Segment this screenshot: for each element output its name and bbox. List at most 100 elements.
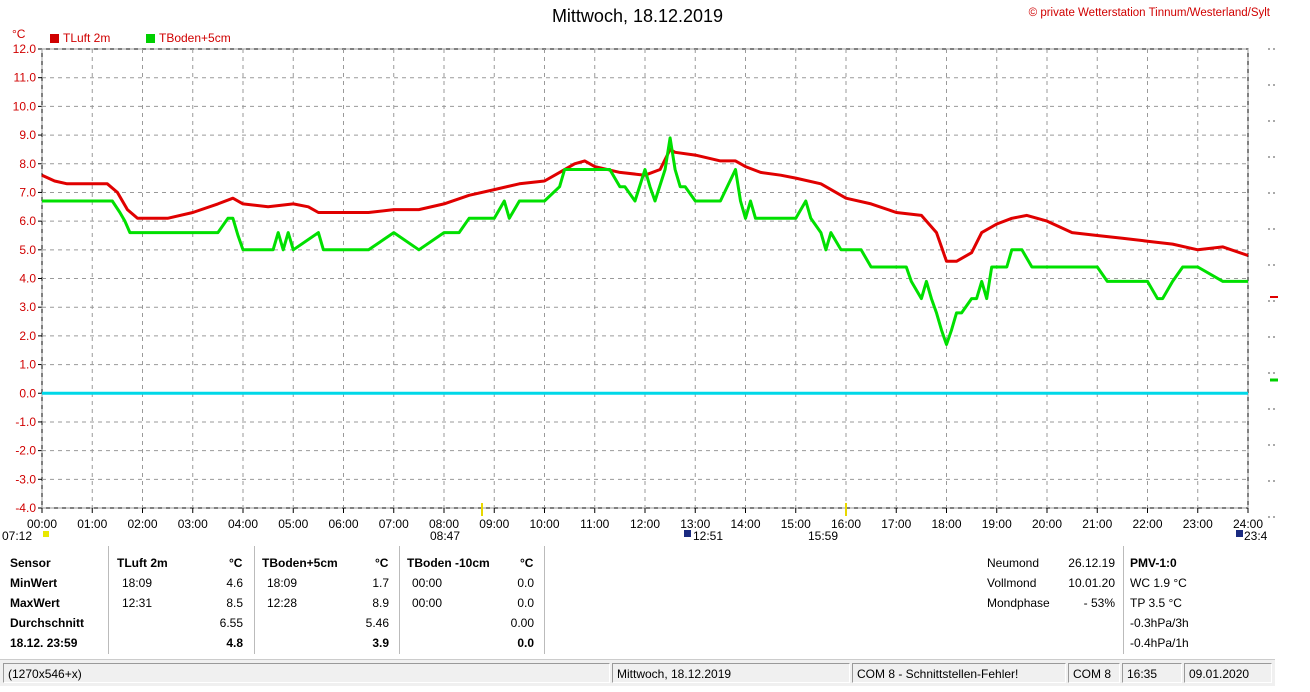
marker-label: 23:4 — [1244, 529, 1268, 543]
stats-row-label: 18.12. 23:59 — [10, 636, 78, 650]
y-tick-label: 0.0 — [19, 386, 36, 400]
marker-label: 07:12 — [2, 529, 32, 543]
moon-label: Mondphase — [987, 596, 1050, 610]
y-tick-label: -3.0 — [15, 472, 36, 486]
x-tick-label: 12:00 — [630, 517, 660, 531]
legend-item-tboden: TBoden+5cm — [146, 31, 231, 45]
stats-header-s1: TLuft 2m — [117, 556, 168, 570]
x-tick-label: 06:00 — [328, 517, 358, 531]
copyright-text: © private Wetterstation Tinnum/Westerlan… — [1028, 7, 1270, 19]
x-tick-label: 02:00 — [127, 517, 157, 531]
y-tick-label: 11.0 — [14, 71, 37, 85]
stats-cell: 18:09 — [122, 576, 153, 590]
stats-row-label: MaxWert — [10, 596, 60, 610]
pmv-line: -0.4hPa/1h — [1130, 636, 1189, 650]
y-tick-label: 12.0 — [13, 42, 37, 56]
stats-cell: 8.5 — [226, 596, 243, 610]
stats-header-unit3: °C — [520, 556, 534, 570]
y-tick-label: 7.0 — [19, 185, 36, 199]
divider — [108, 546, 109, 654]
moon-value: 26.12.19 — [1068, 556, 1115, 570]
legend-swatch-tboden — [146, 33, 155, 43]
legend-label-tboden: TBoden+5cm — [159, 31, 231, 45]
stats-cell: 4.8 — [226, 636, 243, 650]
status-bar: (1270x546+x) Mittwoch, 18.12.2019 COM 8 … — [0, 659, 1275, 686]
x-tick-label: 14:00 — [730, 517, 760, 531]
temperature-chart: -4.0 -3.0 -2.0 -1.0 0.0 1.0 2.0 3.0 4.0 5.0 6.0 7.0… — [2, 27, 1278, 543]
y-tick-label: 1.0 — [19, 358, 36, 372]
stats-cell: 8.9 — [372, 596, 389, 610]
y-tick-label: 3.0 — [19, 300, 36, 314]
legend-item-tluft: TLuft 2m — [50, 31, 110, 45]
moon-value: 10.01.20 — [1068, 576, 1115, 590]
status-time: 16:35 — [1122, 663, 1182, 683]
y-tick-label: 10.0 — [13, 99, 37, 113]
x-tick-label: 11:00 — [580, 517, 609, 531]
stats-cell: 0.0 — [517, 576, 534, 590]
x-tick-label: 24:00 — [1233, 517, 1263, 531]
pmv-line: TP 3.5 °C — [1130, 596, 1182, 610]
stats-header-unit2: °C — [375, 556, 389, 570]
marker-label: 08:47 — [430, 529, 460, 543]
legend-swatch-tluft — [50, 33, 59, 43]
x-tick-label: 10:00 — [529, 517, 559, 531]
x-tick-label: 04:00 — [228, 517, 258, 531]
y-tick-label: 8.0 — [19, 157, 36, 171]
marker-label: 12:51 — [693, 529, 723, 543]
stats-cell: 0.00 — [510, 616, 534, 630]
x-tick-label: 15:00 — [781, 517, 811, 531]
y-tick-label: 2.0 — [19, 329, 36, 343]
x-tick-label: 00:00 — [27, 517, 57, 531]
statistics-panel: Sensor TLuft 2m °C TBoden+5cm °C TBoden … — [3, 546, 1265, 656]
x-tick-label: 22:00 — [1132, 517, 1162, 531]
x-tick-label: 05:00 — [278, 517, 308, 531]
stats-row-label: MinWert — [10, 576, 58, 590]
stats-cell: 12:28 — [267, 596, 298, 610]
stats-header-unit1: °C — [229, 556, 243, 570]
x-tick-label: 13:00 — [680, 517, 710, 531]
stats-cell: 0.0 — [517, 636, 534, 650]
stats-cell: 18:09 — [267, 576, 298, 590]
x-tick-label: 17:00 — [881, 517, 911, 531]
status-com: COM 8 — [1068, 663, 1120, 683]
x-tick-label: 09:00 — [479, 517, 509, 531]
marker-label: 15:59 — [808, 529, 838, 543]
series-line-1 — [42, 136, 1248, 346]
stats-cell: 12:31 — [122, 596, 153, 610]
x-tick-label: 19:00 — [982, 517, 1012, 531]
stats-header-s2: TBoden+5cm — [262, 556, 338, 570]
pmv-line: WC 1.9 °C — [1130, 576, 1187, 590]
stats-cell: 00:00 — [412, 576, 443, 590]
pmv-title: PMV-1:0 — [1130, 556, 1177, 570]
moon-value: - 53% — [1083, 596, 1115, 610]
divider — [254, 546, 255, 654]
x-tick-label: 08:00 — [429, 517, 459, 531]
divider — [1123, 546, 1124, 654]
y-tick-label: -1.0 — [15, 415, 36, 429]
legend-label-tluft: TLuft 2m — [63, 31, 111, 45]
x-tick-label: 20:00 — [1032, 517, 1062, 531]
stats-header-s3: TBoden -10cm — [407, 556, 490, 570]
moon-label: Neumond — [987, 556, 1040, 570]
y-tick-label: 6.0 — [19, 214, 36, 228]
x-tick-label: 01:00 — [77, 517, 107, 531]
y-axis-label: °C — [12, 27, 26, 41]
divider — [399, 546, 400, 654]
x-tick-label: 23:00 — [1183, 517, 1213, 531]
moon-marker — [1236, 530, 1243, 537]
y-tick-label: 4.0 — [19, 272, 36, 286]
y-tick-label: 9.0 — [19, 128, 36, 142]
x-tick-label: 21:00 — [1082, 517, 1112, 531]
chart-title: Mittwoch, 18.12.2019 — [551, 6, 724, 26]
status-date: Mittwoch, 18.12.2019 — [612, 663, 850, 683]
stats-row-label: Durchschnitt — [10, 616, 85, 630]
stats-cell: 1.7 — [372, 576, 389, 590]
status-current-date: 09.01.2020 — [1184, 663, 1272, 683]
stats-cell: 5.46 — [365, 616, 389, 630]
divider — [544, 546, 545, 654]
y-tick-label: 5.0 — [19, 243, 36, 257]
stats-cell: 4.6 — [226, 576, 243, 590]
pmv-line: -0.3hPa/3h — [1130, 616, 1189, 630]
moon-marker — [684, 530, 691, 537]
stats-cell: 00:00 — [412, 596, 443, 610]
